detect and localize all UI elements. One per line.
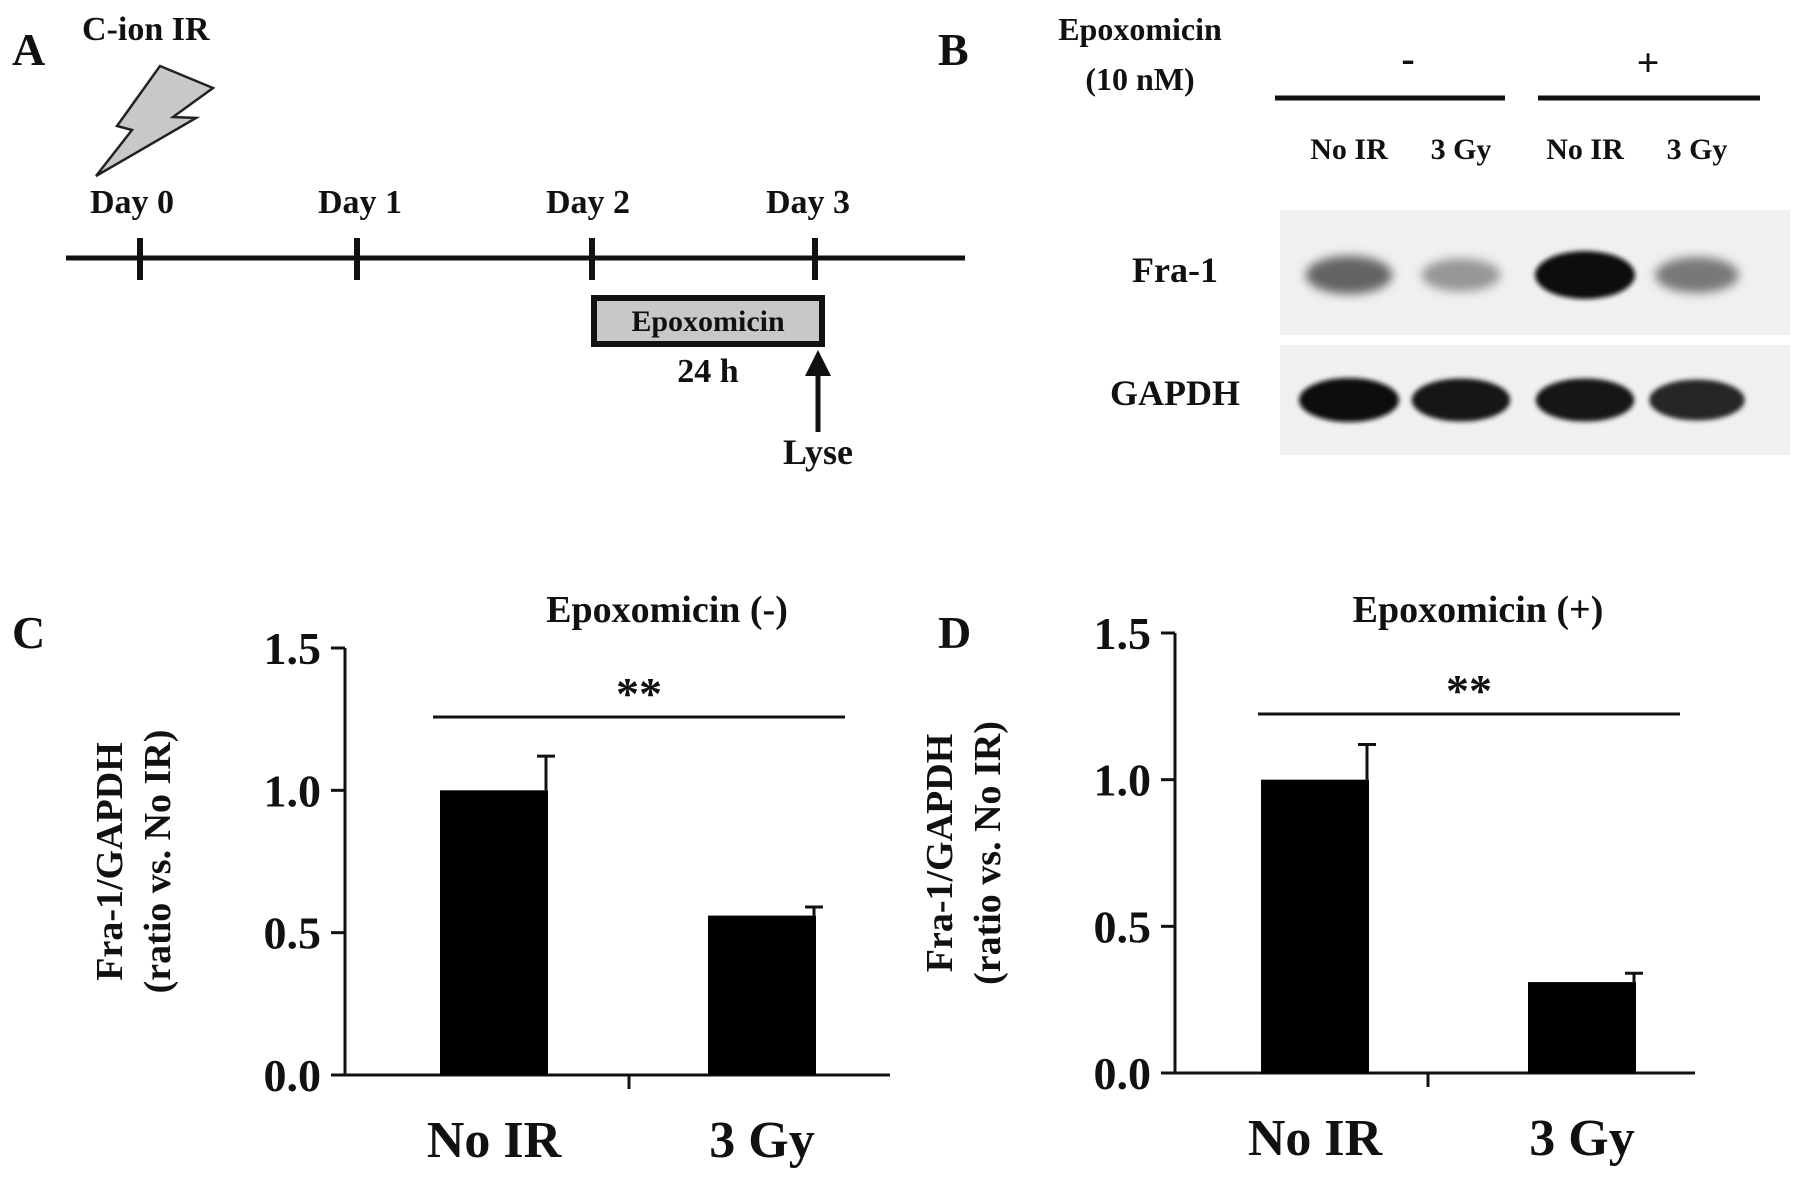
lightning-icon: [95, 64, 216, 178]
panel-c-letter: C: [12, 607, 45, 658]
lyse-arrow-icon: [805, 350, 831, 376]
day3-label: Day 3: [766, 184, 850, 221]
panel-a-letter: A: [12, 24, 45, 75]
panel-a: A C-ion IR Day 0 Day 1 Day 2 Day 3 Epoxo…: [12, 11, 965, 472]
chart-c: 0.0 0.5 1.0 1.5 No IR 3 Gy Epoxomicin (-) ** Fra…: [89, 589, 890, 1169]
panel-b-letter: B: [938, 24, 969, 75]
chart-d-ytick-label-0: 0.0: [1094, 1048, 1152, 1099]
band-label-gapdh: GAPDH: [1110, 373, 1240, 413]
treatment-box: [591, 295, 825, 347]
lane-4-label: 3 Gy: [1667, 133, 1728, 166]
chart-d-ylabel-line2: (ratio vs. No IR): [967, 721, 1009, 985]
blot-bands: [1299, 251, 1745, 422]
drug-label-line1: Epoxomicin: [1058, 11, 1222, 47]
chart-d: 0.0 0.5 1.0 1.5 No IR 3 Gy Epoxomicin (+) ** Fra…: [919, 589, 1695, 1167]
drug-label-line2: (10 nM): [1085, 61, 1194, 97]
lane-3-label: No IR: [1546, 133, 1624, 166]
panel-b: B Epoxomicin (10 nM) - + No IR 3 Gy No I…: [938, 11, 1790, 455]
blot-band-fra-1-lane-4: [1655, 256, 1739, 294]
blot-band-gapdh-lane-4: [1649, 379, 1745, 421]
blot-band-fra-1-lane-2: [1421, 258, 1501, 292]
chart-c-ytick-label-0: 0.0: [264, 1050, 322, 1101]
panel-c: C: [12, 607, 45, 658]
blot-band-gapdh-lane-2: [1411, 378, 1511, 422]
day1-label: Day 1: [318, 184, 402, 221]
panel-d-letter: D: [938, 607, 971, 658]
panel-d: D: [938, 607, 971, 658]
chart-c-ytick-label-1: 0.5: [264, 908, 322, 959]
chart-d-title: Epoxomicin (+): [1353, 589, 1604, 631]
chart-c-ytick-label-2: 1.0: [264, 765, 322, 816]
treatment-label: Epoxomicin: [631, 305, 785, 338]
duration-label: 24 h: [677, 353, 739, 390]
chart-d-xtick-label-0: No IR: [1248, 1110, 1384, 1167]
chart-d-significance-label: **: [1446, 665, 1492, 716]
chart-d-ytick-label-3: 1.5: [1094, 608, 1152, 659]
chart-d-ytick-label-2: 1.0: [1094, 755, 1152, 806]
group-plus-label: +: [1637, 40, 1660, 85]
chart-c-ylabel-line1: Fra-1/GAPDH: [89, 742, 131, 981]
lane-1-label: No IR: [1310, 133, 1388, 166]
chart-d-bar-0: [1261, 779, 1369, 1073]
chart-c-ylabel-line2: (ratio vs. No IR): [137, 730, 179, 994]
day0-label: Day 0: [90, 184, 174, 221]
blot-band-gapdh-lane-3: [1535, 378, 1635, 422]
chart-c-significance-label: **: [616, 668, 662, 719]
chart-c-ytick-label-3: 1.5: [264, 623, 322, 674]
group-minus-label: -: [1401, 36, 1414, 81]
lane-2-label: 3 Gy: [1431, 133, 1492, 166]
band-label-fra1: Fra-1: [1132, 250, 1218, 290]
chart-d-bar-1: [1528, 982, 1636, 1073]
chart-d-xtick-label-1: 3 Gy: [1529, 1110, 1634, 1167]
blot-band-fra-1-lane-3: [1535, 251, 1635, 299]
chart-d-ytick-label-1: 0.5: [1094, 901, 1152, 952]
irradiation-label: C-ion IR: [82, 11, 210, 48]
lyse-label: Lyse: [783, 432, 853, 472]
blot-band-fra-1-lane-1: [1305, 255, 1393, 295]
chart-c-title: Epoxomicin (-): [546, 589, 788, 631]
chart-c-xtick-label-0: No IR: [427, 1112, 563, 1169]
chart-c-bar-1: [708, 915, 816, 1075]
blot-band-gapdh-lane-1: [1299, 378, 1399, 422]
chart-c-bar-0: [440, 790, 548, 1075]
chart-d-ylabel-line1: Fra-1/GAPDH: [919, 734, 961, 973]
day2-label: Day 2: [546, 184, 630, 221]
chart-c-xtick-label-1: 3 Gy: [709, 1112, 814, 1169]
